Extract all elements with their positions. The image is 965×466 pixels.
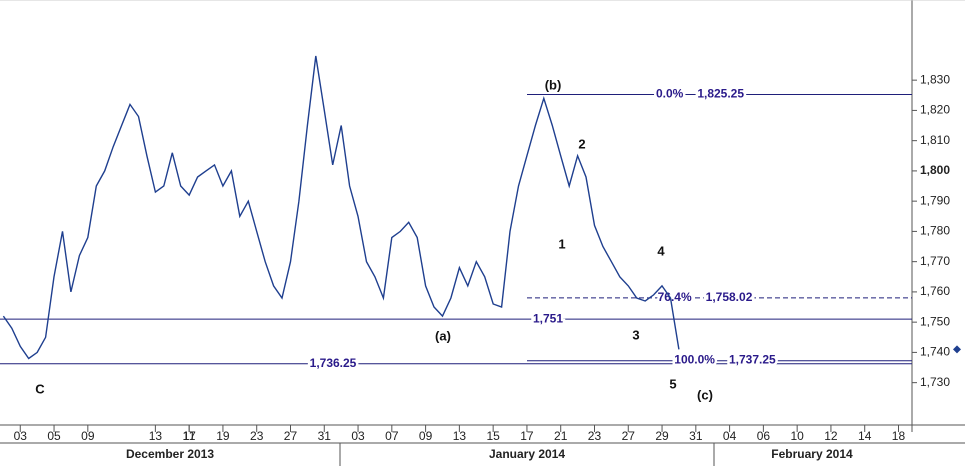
y-tick-label: 1,750 xyxy=(920,314,950,328)
level-value: 1,825.25 xyxy=(697,87,744,101)
level-pct: 76.4% xyxy=(658,290,692,304)
x-tick-label: 12 xyxy=(824,429,838,443)
x-tick-label: 17 xyxy=(520,429,534,443)
y-tick-label: 1,820 xyxy=(920,103,950,117)
x-tick-label: 13 xyxy=(453,429,467,443)
y-tick-label: 1,740 xyxy=(920,345,950,359)
wave-label: C xyxy=(35,381,45,396)
x-tick-label: 05 xyxy=(47,429,61,443)
x-tick-label: 23 xyxy=(588,429,602,443)
x-tick-label: 13 xyxy=(149,429,163,443)
wave-label: 3 xyxy=(632,327,639,342)
x-tick-label: 03 xyxy=(14,429,28,443)
x-tick-label: 09 xyxy=(419,429,433,443)
y-tick-label: 1,760 xyxy=(920,284,950,298)
level-label: 76.4% 1,758.02 xyxy=(658,290,753,304)
last-price-marker xyxy=(953,345,961,354)
x-tick-label: 31 xyxy=(689,429,703,443)
level-label: 1,736.25 xyxy=(310,356,357,370)
y-tick-label: 1,790 xyxy=(920,193,950,207)
x-tick-label: 29 xyxy=(655,429,669,443)
wave-label: (b) xyxy=(545,77,562,92)
level-value: 1,758.02 xyxy=(706,290,753,304)
y-tick-label: 1,830 xyxy=(920,72,950,86)
x-tick-label: 17 xyxy=(182,429,196,443)
x-tick-label: 14 xyxy=(858,429,872,443)
level-value: 1,737.25 xyxy=(729,353,776,367)
y-tick-label: 1,770 xyxy=(920,254,950,268)
level-label: 100.0% 1,737.25 xyxy=(674,353,776,367)
x-tick-label: 15 xyxy=(486,429,500,443)
x-tick-label: 04 xyxy=(723,429,737,443)
x-tick-label: 27 xyxy=(622,429,636,443)
level-pct: 0.0% xyxy=(656,87,684,101)
wave-label: 1 xyxy=(558,236,565,251)
x-tick-label: 09 xyxy=(81,429,95,443)
wave-label: (c) xyxy=(697,387,713,402)
y-tick-label: 1,730 xyxy=(920,375,950,389)
x-tick-label: 31 xyxy=(318,429,332,443)
x-tick-label: 06 xyxy=(757,429,771,443)
month-label: February 2014 xyxy=(771,447,853,461)
price-line xyxy=(2,55,680,360)
x-tick-label: 21 xyxy=(554,429,568,443)
month-label: January 2014 xyxy=(489,447,565,461)
wave-label: 2 xyxy=(578,136,585,151)
level-pct: 100.0% xyxy=(674,353,715,367)
x-tick-label: 18 xyxy=(892,429,906,443)
x-tick-label: 07 xyxy=(385,429,399,443)
wave-label: (a) xyxy=(435,328,451,343)
x-tick-label: 03 xyxy=(351,429,365,443)
level-label: 1,751 xyxy=(533,311,563,325)
x-tick-label: 23 xyxy=(250,429,264,443)
x-tick-label: 11 xyxy=(183,429,196,443)
level-label: 0.0% 1,825.25 xyxy=(656,87,744,101)
x-tick-label: 10 xyxy=(790,429,804,443)
x-tick-label: 19 xyxy=(216,429,230,443)
y-tick-label: 1,810 xyxy=(920,133,950,147)
month-label: December 2013 xyxy=(126,447,214,461)
wave-label: 4 xyxy=(657,243,665,258)
y-tick-label: 1,800 xyxy=(920,163,950,177)
x-tick-label: 27 xyxy=(284,429,298,443)
y-tick-label: 1,780 xyxy=(920,224,950,238)
wave-label: 5 xyxy=(669,376,676,391)
